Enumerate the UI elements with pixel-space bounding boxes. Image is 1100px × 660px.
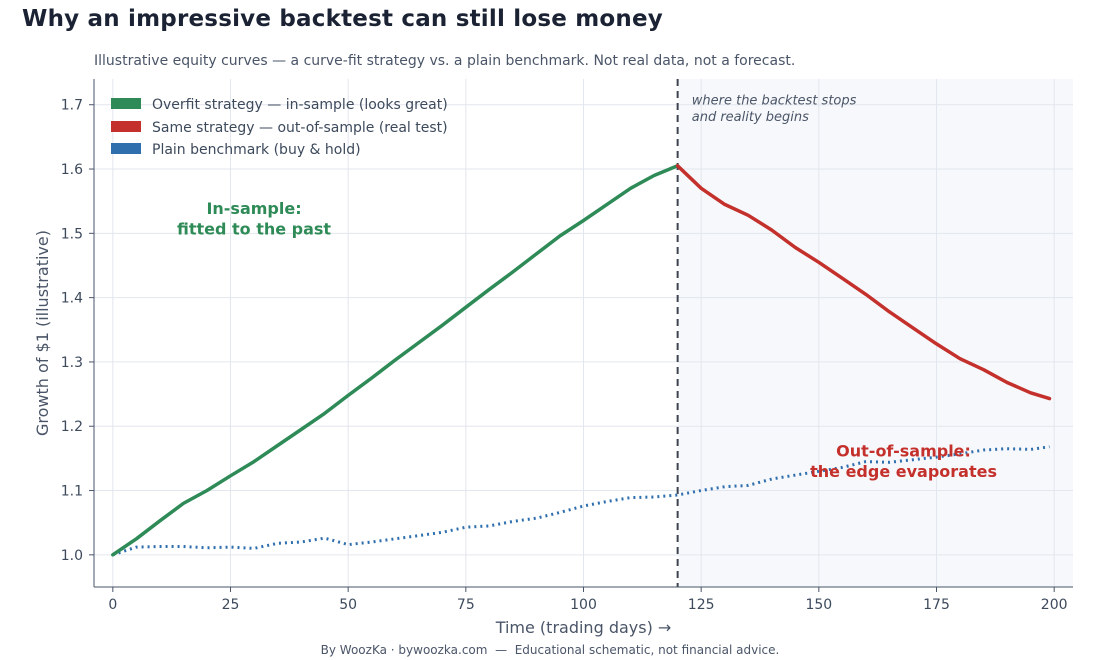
y-tick-label: 1.2 [61,419,83,435]
chart-subtitle: Illustrative equity curves — a curve-fit… [94,53,796,69]
legend-swatch-insample [111,98,141,109]
x-tick-label: 25 [222,597,240,613]
legend-label-insample: Overfit strategy — in-sample (looks grea… [152,97,448,113]
out-of-sample-shaded-region [677,79,1073,587]
y-tick-label: 1.7 [61,98,83,114]
y-tick-label: 1.0 [61,548,83,564]
out-of-sample-annotation-line-1: Out-of-sample: [836,441,971,460]
x-tick-label: 0 [108,597,117,613]
y-axis-label: Growth of $1 (illustrative) [33,230,52,436]
series-line-insample [111,164,680,557]
x-tick-label: 50 [339,597,357,613]
x-tick-label: 175 [923,597,950,613]
y-tick-label: 1.5 [61,226,83,242]
x-axis-label: Time (trading days) → [495,618,672,637]
y-tick-label: 1.1 [61,484,83,500]
legend-label-benchmark: Plain benchmark (buy & hold) [152,142,361,158]
y-tick-label: 1.4 [61,291,83,307]
x-tick-label: 100 [570,597,597,613]
legend: Overfit strategy — in-sample (looks grea… [111,97,448,158]
chart-title: Why an impressive backtest can still los… [22,6,663,32]
legend-swatch-benchmark [111,143,141,154]
x-tick-label: 75 [457,597,475,613]
equity-curve-chart: 0 25 50 75 100 125 150 175 200 1.0 1.1 1.2 1.3 1.4 1.5… [33,79,1073,637]
x-tick-label: 150 [805,597,832,613]
legend-swatch-outsample [111,121,141,132]
x-tick-label: 200 [1041,597,1068,613]
series-line-outsample [675,164,1052,401]
y-tick-label: 1.6 [61,162,83,178]
in-sample-annotation-line-2: fitted to the past [177,220,331,239]
footer-credit: By WoozKa · bywoozka.com — Educational s… [320,643,780,657]
tick-labels: 0 25 50 75 100 125 150 175 200 1.0 1.1 1.2 1.3 1.4 1.5… [61,98,1068,613]
y-tick-label: 1.3 [61,355,83,371]
legend-label-outsample: Same strategy — out-of-sample (real test… [152,120,448,136]
out-of-sample-annotation-line-2: the edge evaporates [810,462,997,481]
split-note-line-2: and reality begins [692,110,809,125]
split-note-line-1: where the backtest stops [692,94,857,109]
x-tick-label: 125 [688,597,715,613]
grid-lines [94,79,1073,587]
series-layer [111,164,1052,557]
in-sample-annotation-line-1: In-sample: [206,199,301,218]
